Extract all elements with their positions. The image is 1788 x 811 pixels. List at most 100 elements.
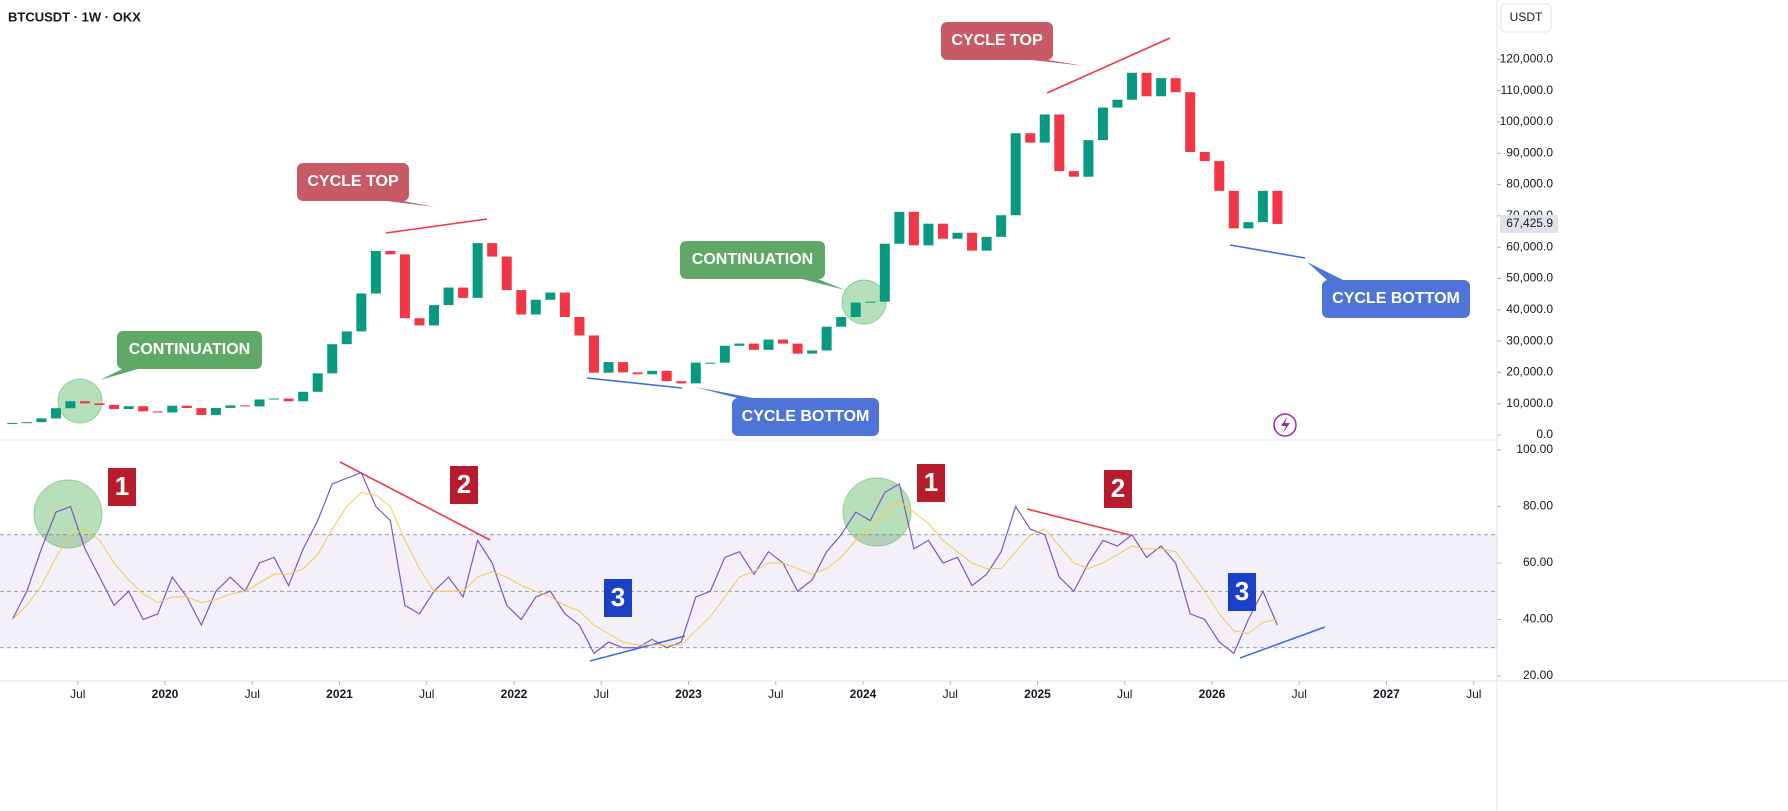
number-text: 2 bbox=[457, 469, 471, 499]
candle bbox=[836, 316, 847, 327]
y-tick-label: 40,000.0 bbox=[1506, 302, 1553, 316]
candle bbox=[138, 406, 149, 412]
candle bbox=[123, 406, 134, 410]
trend-line bbox=[586, 377, 683, 389]
candle bbox=[327, 344, 338, 374]
callouts: CONTINUATION CYCLE TOP CONTINUATION CYCLE B… bbox=[100, 22, 1470, 617]
candle bbox=[109, 404, 120, 410]
y-tick-label: 60,000.0 bbox=[1506, 239, 1553, 253]
candle bbox=[821, 326, 832, 351]
candle bbox=[370, 250, 381, 294]
callout-text: CONTINUATION bbox=[692, 251, 813, 268]
candle bbox=[574, 316, 585, 336]
trend-line bbox=[339, 461, 491, 541]
candle bbox=[632, 372, 643, 375]
candle bbox=[865, 301, 876, 303]
x-tick-label: 2023 bbox=[675, 687, 702, 701]
candle bbox=[269, 398, 280, 400]
candle bbox=[559, 292, 570, 317]
number-box bbox=[450, 466, 478, 504]
candle bbox=[152, 411, 163, 413]
last-price-tag bbox=[1500, 214, 1558, 233]
callout-text: CYCLE BOTTOM bbox=[742, 408, 870, 425]
candle bbox=[879, 243, 890, 302]
callout-text: CYCLE TOP bbox=[307, 173, 399, 190]
rsi-line bbox=[11, 491, 1278, 646]
candle bbox=[705, 362, 716, 364]
y-tick-label: 50,000.0 bbox=[1506, 271, 1553, 285]
trend-line bbox=[1239, 626, 1326, 659]
y-tick-label: 110,000.0 bbox=[1501, 83, 1554, 97]
candle bbox=[1156, 78, 1167, 97]
y-tick-label: 10,000.0 bbox=[1506, 396, 1553, 410]
candle bbox=[1097, 107, 1108, 141]
highlight-circle bbox=[33, 479, 103, 549]
x-tick-label: Jul bbox=[70, 687, 85, 701]
candle bbox=[65, 401, 76, 409]
candle bbox=[952, 232, 963, 239]
candle bbox=[196, 408, 207, 415]
chart-title: BTCUSDT · 1W · OKX bbox=[8, 9, 141, 24]
candle bbox=[1199, 152, 1210, 162]
candle bbox=[1185, 92, 1196, 153]
callout-text: CONTINUATION bbox=[129, 341, 250, 358]
candle bbox=[967, 232, 978, 251]
trend-line bbox=[385, 218, 488, 234]
callout-pointer bbox=[387, 201, 435, 207]
callout-pointer bbox=[802, 279, 845, 290]
candle bbox=[414, 318, 425, 326]
candle bbox=[588, 335, 599, 373]
candle bbox=[981, 236, 992, 251]
candle bbox=[312, 373, 323, 392]
candle bbox=[807, 350, 818, 354]
candle bbox=[94, 403, 105, 405]
candle bbox=[778, 339, 789, 344]
candle bbox=[1083, 140, 1094, 177]
candle bbox=[937, 223, 948, 239]
number-box bbox=[917, 464, 945, 502]
y-tick-label: 30,000.0 bbox=[1506, 333, 1553, 347]
trend-line bbox=[1046, 37, 1171, 94]
candle bbox=[1214, 161, 1225, 191]
candle bbox=[429, 305, 440, 326]
callout-box bbox=[117, 331, 262, 369]
candle bbox=[1272, 190, 1283, 224]
candle bbox=[21, 422, 32, 424]
x-tick-label: Jul bbox=[245, 687, 260, 701]
candle bbox=[763, 339, 774, 350]
x-tick-label: Jul bbox=[419, 687, 434, 701]
x-tick-label: Jul bbox=[1466, 687, 1481, 701]
candle bbox=[661, 370, 672, 382]
candle bbox=[487, 243, 498, 257]
candle bbox=[1068, 171, 1079, 177]
candle bbox=[50, 408, 61, 419]
candle bbox=[850, 302, 861, 317]
candle bbox=[690, 362, 701, 384]
rsi-y-tick-label: 20.00 bbox=[1523, 668, 1553, 682]
y-tick-label: 80,000.0 bbox=[1506, 177, 1553, 191]
candle bbox=[734, 343, 745, 346]
callout-text: CYCLE TOP bbox=[951, 32, 1043, 49]
rsi-y-tick-label: 100.00 bbox=[1516, 442, 1553, 456]
candle bbox=[458, 287, 469, 298]
candle bbox=[181, 405, 192, 409]
candle bbox=[530, 299, 541, 315]
number-box bbox=[604, 579, 632, 617]
candle bbox=[167, 405, 178, 413]
lightning-icon[interactable] bbox=[1273, 413, 1297, 437]
candle bbox=[748, 343, 759, 350]
candle bbox=[516, 290, 527, 315]
candle bbox=[443, 287, 454, 306]
number-box bbox=[1104, 470, 1132, 508]
candle bbox=[254, 399, 265, 407]
candle bbox=[647, 370, 658, 375]
candle bbox=[1141, 72, 1152, 97]
candle bbox=[1039, 114, 1050, 143]
callout-box bbox=[297, 163, 409, 201]
candle bbox=[894, 211, 905, 244]
number-box bbox=[1228, 573, 1256, 611]
callout-pointer bbox=[1032, 60, 1085, 66]
trend-lines bbox=[339, 37, 1326, 662]
currency-box[interactable] bbox=[1500, 3, 1552, 33]
